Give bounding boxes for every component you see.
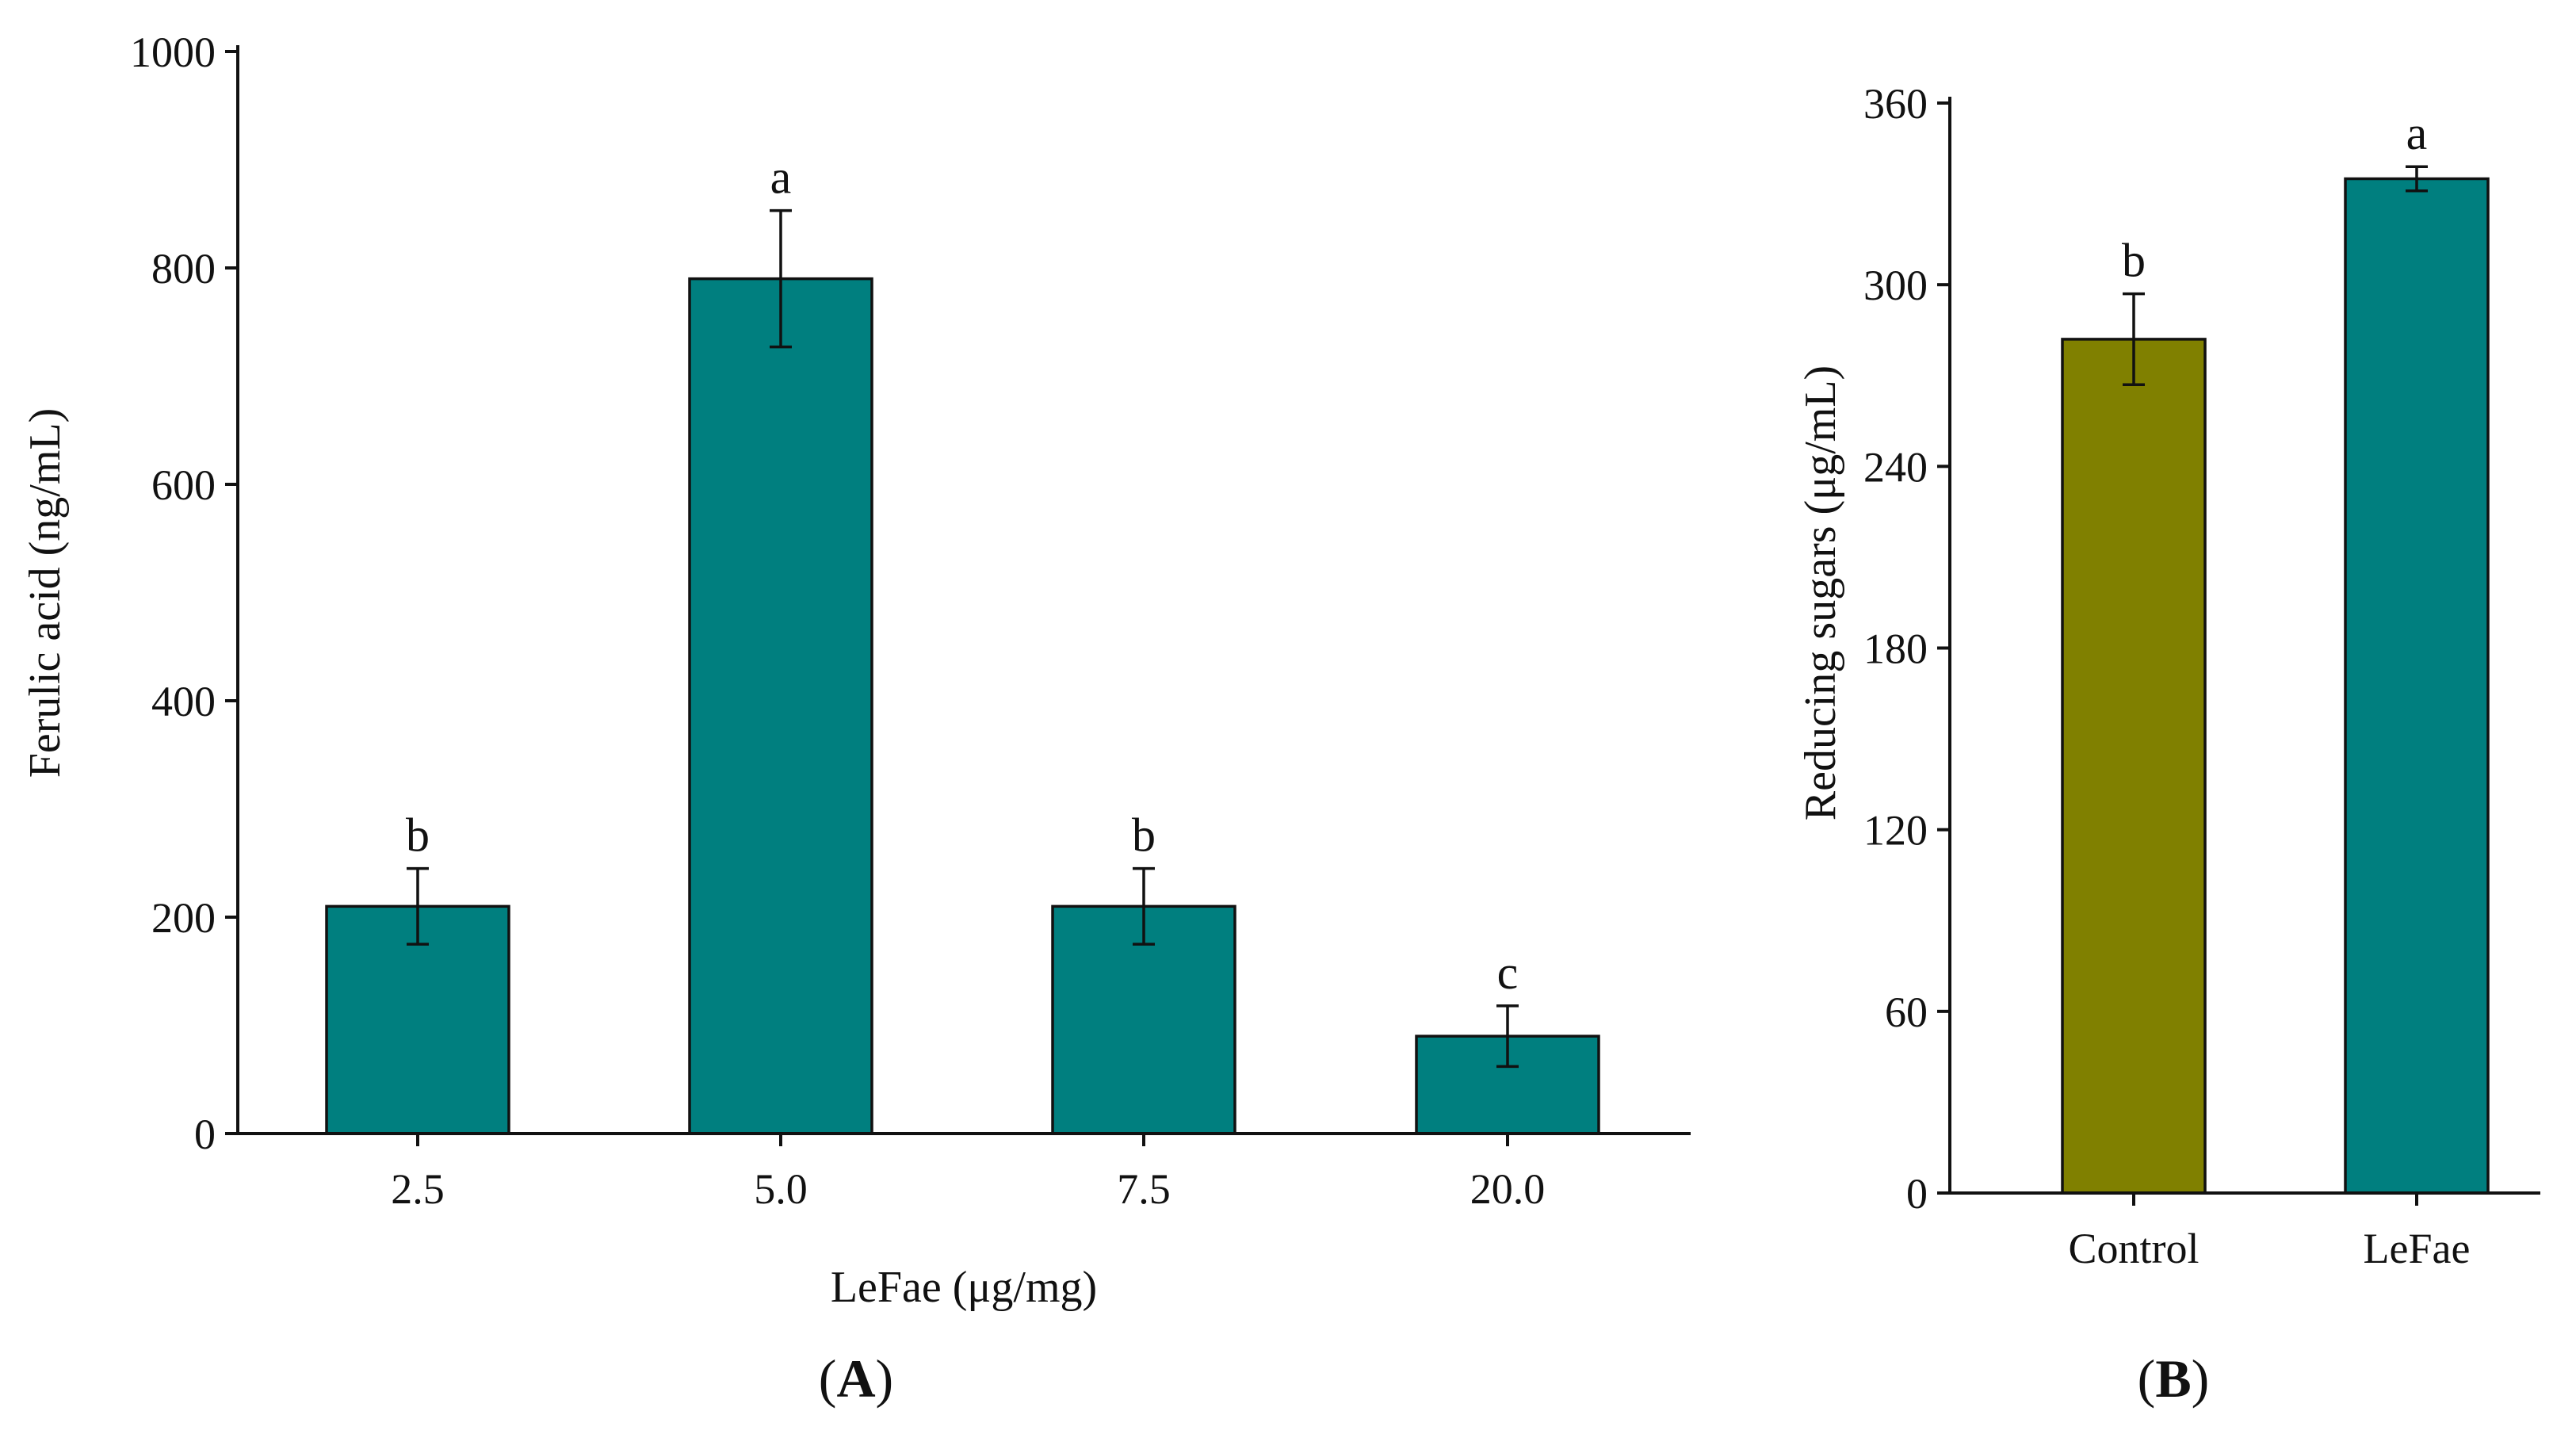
panel-a-significance-label-3: c [1497, 946, 1519, 999]
panel-b-significance-label-1: a [2406, 107, 2428, 159]
panel-a-x-tick-label-0: 2.5 [391, 1165, 445, 1213]
panel-a-label: (A) [819, 1348, 893, 1409]
panel-a-y-tick-label-1: 200 [151, 894, 216, 942]
panel-a-letter: A [836, 1348, 875, 1409]
panel-a-bar-1 [688, 277, 873, 1135]
panel-b-chart: b a 0 60 120 180 240 300 360 Control LeFae Reducing… [1796, 80, 2540, 1272]
panel-b-y-tick-label-1: 60 [1885, 989, 1928, 1036]
panel-a-x-tick-label-1: 5.0 [754, 1165, 808, 1213]
panel-b-y-tick-label-5: 300 [1863, 262, 1928, 309]
panel-a-x-tick-label-3: 20.0 [1470, 1165, 1546, 1213]
panel-a-y-axis-title: Ferulic acid (ng/mL) [21, 408, 70, 778]
panel-b-y-tick-label-2: 120 [1863, 807, 1928, 855]
panel-a-error-bar-0 [407, 866, 429, 946]
panel-a-chart: b a b c 0 200 400 600 800 1000 2.5 5.0 7.5 20.0 LeFae … [21, 29, 1691, 1312]
panel-b-x-tick-label-0: Control [2068, 1225, 2199, 1272]
panel-a-y-tick-label-3: 600 [151, 461, 216, 509]
panel-b-x-tick-label-1: LeFae [2364, 1225, 2471, 1272]
panel-b-label: (B) [2138, 1348, 2210, 1409]
panel-a-error-bar-1 [770, 208, 792, 349]
panel-a-error-bar-3 [1496, 1004, 1519, 1069]
panel-b-y-tick-label-4: 240 [1863, 443, 1928, 491]
panel-b-y-tick-label-0: 0 [1906, 1170, 1928, 1218]
panel-b-letter: B [2155, 1348, 2191, 1409]
panel-b-y-tick-label-6: 360 [1863, 80, 1928, 128]
panel-a-y-tick-label-5: 1000 [130, 29, 216, 76]
panel-b-y-tick-label-3: 180 [1863, 625, 1928, 673]
panel-a-significance-label-1: a [770, 151, 792, 204]
panel-b-y-axis-title: Reducing sugars (μg/mL) [1796, 365, 1845, 820]
panel-b-error-bar-0 [2123, 292, 2145, 386]
panel-a-y-tick-label-2: 400 [151, 678, 216, 725]
panel-a-significance-label-0: b [406, 809, 430, 862]
panel-a-significance-label-2: b [1132, 809, 1156, 862]
panel-a-x-axis-title: LeFae (μg/mg) [831, 1263, 1097, 1312]
panel-a-y-tick-label-4: 800 [151, 245, 216, 293]
panel-a-x-tick-label-2: 7.5 [1117, 1165, 1171, 1213]
panel-b-error-bar-1 [2406, 165, 2428, 193]
panel-b-significance-label-0: b [2122, 235, 2146, 287]
panel-a-error-bar-2 [1133, 866, 1155, 946]
panel-b-bar-0 [2061, 338, 2207, 1195]
panel-b-bar-1 [2344, 177, 2490, 1195]
panel-a-y-tick-label-0: 0 [194, 1111, 216, 1158]
